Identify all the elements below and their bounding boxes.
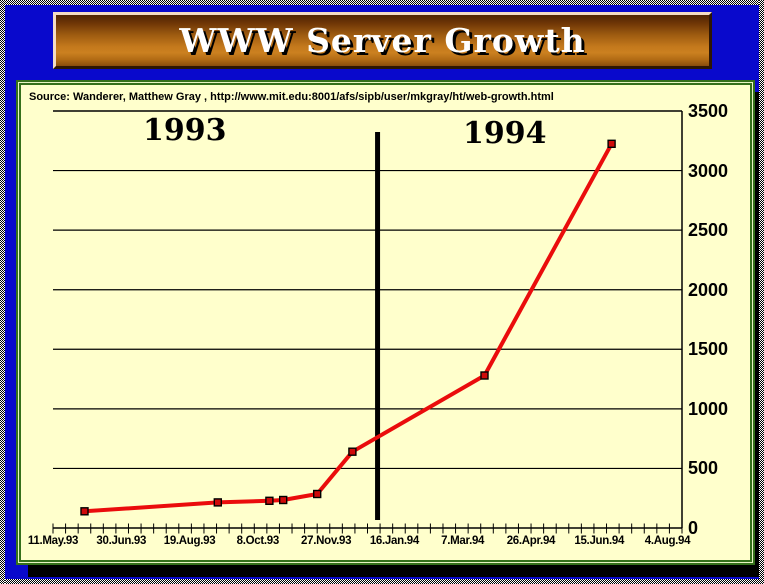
x-axis-label: 8.Oct.93 (236, 535, 280, 547)
y-axis-label: 2500 (688, 220, 729, 241)
data-point-marker (348, 447, 357, 456)
x-axis-label: 16.Jan.94 (369, 535, 419, 547)
x-axis-label: 7.Mar.94 (441, 535, 485, 547)
year-label-1994: 1994 (463, 116, 547, 151)
panel-inner: Source: Wanderer, Matthew Gray , http://… (19, 83, 752, 562)
y-axis-label: 1000 (688, 398, 729, 419)
x-axis-label: 26.Apr.94 (506, 535, 556, 547)
x-axis-label: 27.Nov.93 (301, 535, 352, 547)
source-caption: Source: Wanderer, Matthew Gray , http://… (29, 91, 554, 103)
data-point-marker (480, 371, 489, 380)
x-axis-label: 30.Jun.93 (96, 535, 147, 547)
panel-border-highlight: Source: Wanderer, Matthew Gray , http://… (18, 82, 753, 563)
data-point-marker (80, 507, 89, 516)
y-axis-label: 0 (688, 518, 699, 538)
server-growth-line (84, 142, 614, 514)
chart-area: Source: Wanderer, Matthew Gray , http://… (21, 85, 750, 560)
x-axis-label: 11.May.93 (27, 535, 79, 547)
data-point-marker (279, 495, 288, 505)
page-title: WWW Server Growth (179, 21, 586, 60)
data-point-marker (607, 139, 616, 148)
checkered-frame-top (0, 0, 764, 5)
data-point-marker (313, 489, 322, 499)
data-point-marker (213, 498, 223, 507)
checkered-frame-bottom (0, 579, 764, 584)
x-axis-label: 19.Aug.93 (163, 535, 216, 547)
y-axis-label: 1500 (688, 339, 729, 360)
data-point-marker (265, 496, 274, 505)
y-axis-label: 2000 (688, 279, 729, 300)
y-axis-label: 500 (688, 458, 719, 479)
x-axis-label: 4.Aug.94 (644, 535, 691, 547)
year-label-1993: 1993 (143, 113, 227, 148)
y-axis-label: 3500 (688, 101, 729, 121)
checkered-frame-right (759, 0, 764, 584)
growth-line-chart (52, 110, 683, 534)
x-axis-label: 15.Jun.94 (574, 535, 625, 547)
checkered-frame-left (0, 0, 5, 584)
y-axis-label: 3000 (688, 160, 729, 181)
title-banner: WWW Server Growth (53, 12, 712, 69)
chart-panel: Source: Wanderer, Matthew Gray , http://… (16, 80, 755, 565)
